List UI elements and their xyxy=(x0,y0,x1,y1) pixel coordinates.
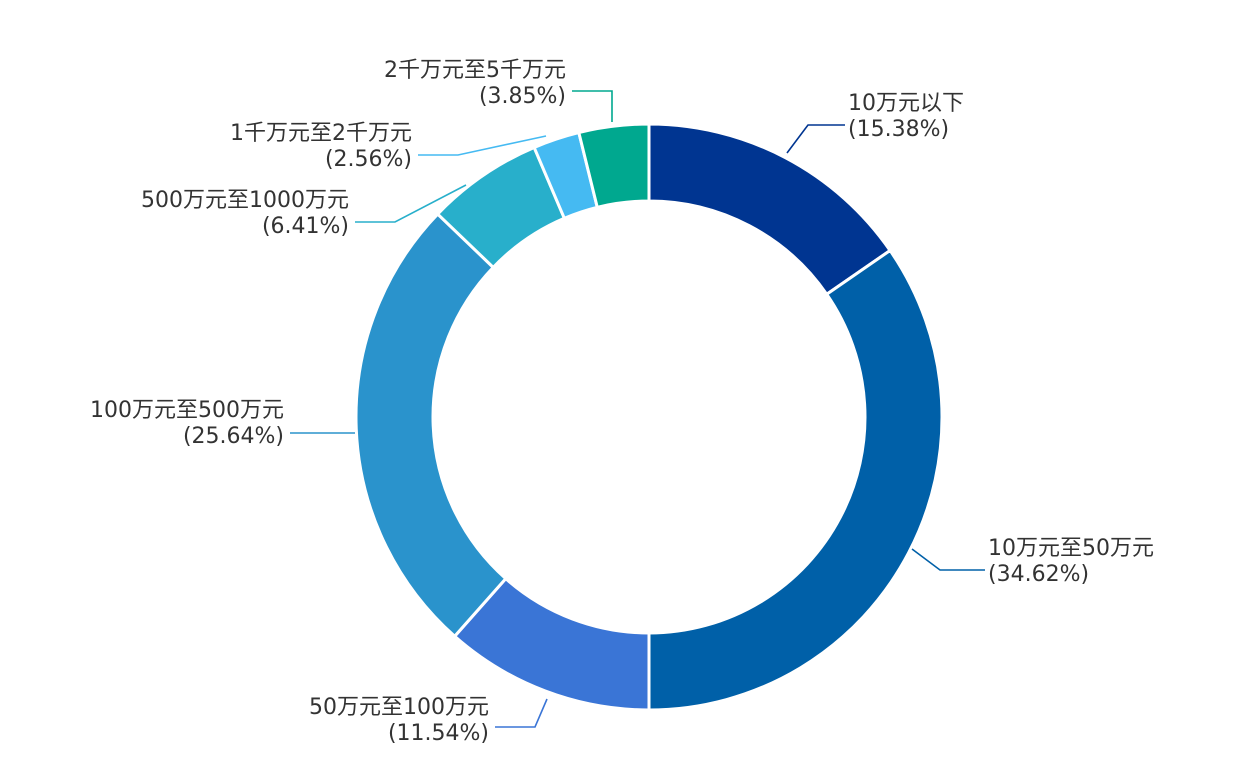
slice-7-percent-label: (3.85%) xyxy=(479,84,566,109)
slices-layer xyxy=(354,122,944,712)
slice-1-leader-line xyxy=(786,124,845,154)
slice-3-leader-line xyxy=(495,698,548,728)
slice-6-label: 1千万元至2千万元 xyxy=(230,121,412,146)
slice-2-percent-label: (34.62%) xyxy=(988,562,1089,587)
slice-4-label: 100万元至500万元 xyxy=(90,398,284,423)
slice-4[interactable] xyxy=(354,211,508,639)
slice-2[interactable] xyxy=(647,248,944,712)
slice-6-leader-line xyxy=(418,135,547,156)
slice-7-leader-line xyxy=(572,90,613,122)
slice-3-percent-label: (11.54%) xyxy=(388,721,489,746)
slice-4-percent-label: (25.64%) xyxy=(183,424,284,449)
slice-2-label: 10万元至50万元 xyxy=(988,536,1154,561)
slice-5-percent-label: (6.41%) xyxy=(262,214,349,239)
slice-6-percent-label: (2.56%) xyxy=(325,147,412,172)
slice-7-label: 2千万元至5千万元 xyxy=(384,58,566,83)
slice-1-label: 10万元以下 xyxy=(848,91,964,116)
leader-lines-layer xyxy=(290,90,985,728)
slice-5-label: 500万元至1000万元 xyxy=(141,188,349,213)
slice-5-leader-line xyxy=(355,184,467,223)
slice-1[interactable] xyxy=(647,122,893,297)
slice-7[interactable] xyxy=(576,122,651,210)
labels-layer: 10万元以下(15.38%) 10万元至50万元(34.62%) 50万元至100万… xyxy=(90,58,1154,746)
slice-2-leader-line xyxy=(911,548,985,571)
slice-3-label: 50万元至100万元 xyxy=(309,695,489,720)
slice-1-percent-label: (15.38%) xyxy=(848,117,949,142)
